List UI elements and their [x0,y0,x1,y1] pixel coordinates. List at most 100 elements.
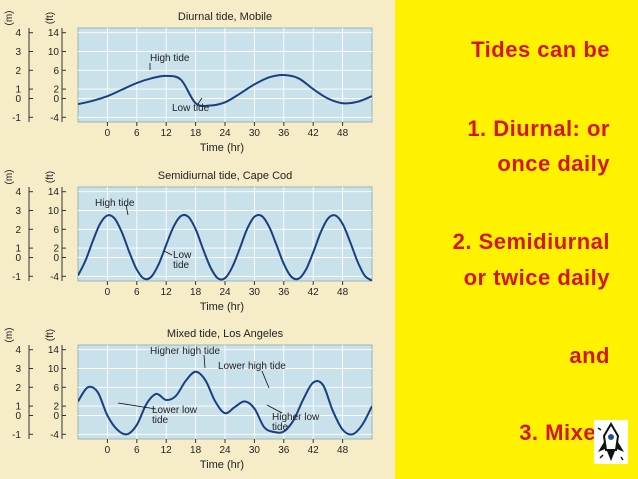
x-tick-label: 36 [278,287,290,298]
annotation-label: Higher low tide [272,412,320,433]
annotation-line: tide [152,415,169,426]
y-unit-left: (m) [4,170,15,185]
x-tick-label: 18 [190,287,202,298]
tide-curve [78,370,372,436]
y-tick-label-ft: 10 [48,47,60,58]
y-tick-label-m: 3 [15,364,21,375]
y-tick-label-m: 0 [15,411,21,422]
y-tick-label-ft: 10 [48,206,60,217]
x-tick-label: 24 [219,287,231,298]
annotation-pointer [125,204,129,216]
y-tick-label-m: -1 [12,272,21,283]
y-tick-label-m: 2 [15,66,21,77]
y-unit-left: (m) [4,328,15,343]
annotation-pointer [163,250,173,256]
annotation-line: Lower low [152,405,198,416]
x-tick-label: 12 [161,445,173,456]
y-tick-label-m: 3 [15,206,21,217]
chart-panel-semidiurnal: 0 6 12 18 24 30 36 42 48 14 10 6 2 0 -4 4 3 2 1 0 -1 (m) (ft) S… [0,159,395,319]
y-tick-label-ft: 10 [48,364,60,375]
y-tick-label-ft: 2 [53,85,59,96]
y-tick-label-m: 0 [15,94,21,105]
semidiurnal-description: or twice daily [463,265,610,290]
x-tick-label: 24 [219,445,231,456]
text-panel [395,0,638,479]
y-tick-label-ft: 14 [48,28,60,39]
y-tick-label-m: -1 [12,113,21,124]
y-tick-label-m: 2 [15,225,21,236]
y-tick-label-ft: 0 [53,411,59,422]
x-tick-label: 12 [161,287,173,298]
x-tick-label: 6 [134,445,140,456]
annotation-label: Low tide [172,103,210,114]
chart-panel-mixed: 0 6 12 18 24 30 36 42 48 14 10 6 2 0 -4 4 3 2 1 0 -1 (m) (ft) M… [0,317,395,477]
chart-title: Mixed tide, Los Angeles [167,328,284,340]
y-tick-label-ft: -4 [50,272,59,283]
annotation-label: High tide [95,198,135,209]
y-tick-label-m: 3 [15,47,21,58]
y-tick-label-ft: 2 [53,244,59,255]
y-unit-right: (ft) [45,12,56,24]
x-tick-label: 6 [134,128,140,139]
annotation-line: Higher low [272,412,320,423]
chart-title: Diurnal tide, Mobile [178,11,272,23]
annotation-label: High tide [150,53,190,64]
y-tick-label-ft: 6 [53,383,59,394]
x-tick-label: 30 [249,128,261,139]
y-tick-label-m: -1 [12,430,21,441]
y-tick-label-ft: 6 [53,225,59,236]
annotation-label: Lower high tide [218,361,286,372]
x-tick-label: 30 [249,445,261,456]
semidiurnal-heading: 2. Semidiurnal [452,229,610,254]
y-tick-label-ft: 0 [53,94,59,105]
x-axis-label: Time (hr) [200,301,244,313]
annotation-pointer [117,402,157,410]
x-tick-label: 42 [308,445,320,456]
x-tick-label: 6 [134,287,140,298]
annotation-pointer [203,354,206,369]
x-tick-label: 30 [249,287,261,298]
y-unit-left: (m) [4,11,15,26]
chart-column: 0 6 12 18 24 30 36 42 48 14 10 6 2 0 -4 4 3 2 1 0 -1 (m) (ft) D… [0,0,395,477]
x-tick-label: 0 [105,445,111,456]
y-tick-label-m: 1 [15,402,21,413]
y-unit-right: (ft) [45,329,56,341]
tide-curve [78,213,372,281]
annotation-line: Low [173,250,192,261]
annotation-pointer [197,97,203,105]
x-tick-label: 48 [337,287,349,298]
chart-panel-diurnal: 0 6 12 18 24 30 36 42 48 14 10 6 2 0 -4 4 3 2 1 0 -1 (m) (ft) D… [0,0,395,160]
annotation-label: Higher high tide [150,346,220,357]
x-axis-label: Time (hr) [200,142,244,154]
y-tick-label-ft: -4 [50,113,59,124]
y-tick-label-m: 0 [15,253,21,264]
annotation-pointer [266,404,283,414]
x-tick-label: 42 [308,287,320,298]
diurnal-heading: 1. Diurnal: or [467,116,610,141]
x-axis-label: Time (hr) [200,459,244,471]
y-tick-label-m: 1 [15,244,21,255]
x-tick-label: 0 [105,128,111,139]
x-tick-label: 36 [278,445,290,456]
y-tick-label-ft: 2 [53,402,59,413]
annotation-line: tide [173,260,190,271]
chart-title: Semidiurnal tide, Cape Cod [158,170,293,182]
x-tick-label: 36 [278,128,290,139]
tide-curve [78,73,372,108]
intro-text: Tides can be [471,37,610,62]
x-tick-label: 0 [105,287,111,298]
x-tick-label: 18 [190,445,202,456]
y-tick-label-ft: 0 [53,253,59,264]
y-tick-label-m: 4 [15,28,21,39]
y-tick-label-m: 4 [15,187,21,198]
y-tick-label-ft: 6 [53,66,59,77]
y-tick-label-m: 4 [15,345,21,356]
annotation-pointer [261,370,270,389]
y-tick-label-ft: 14 [48,345,60,356]
annotation-line: tide [272,422,289,433]
y-tick-label-ft: 14 [48,187,60,198]
